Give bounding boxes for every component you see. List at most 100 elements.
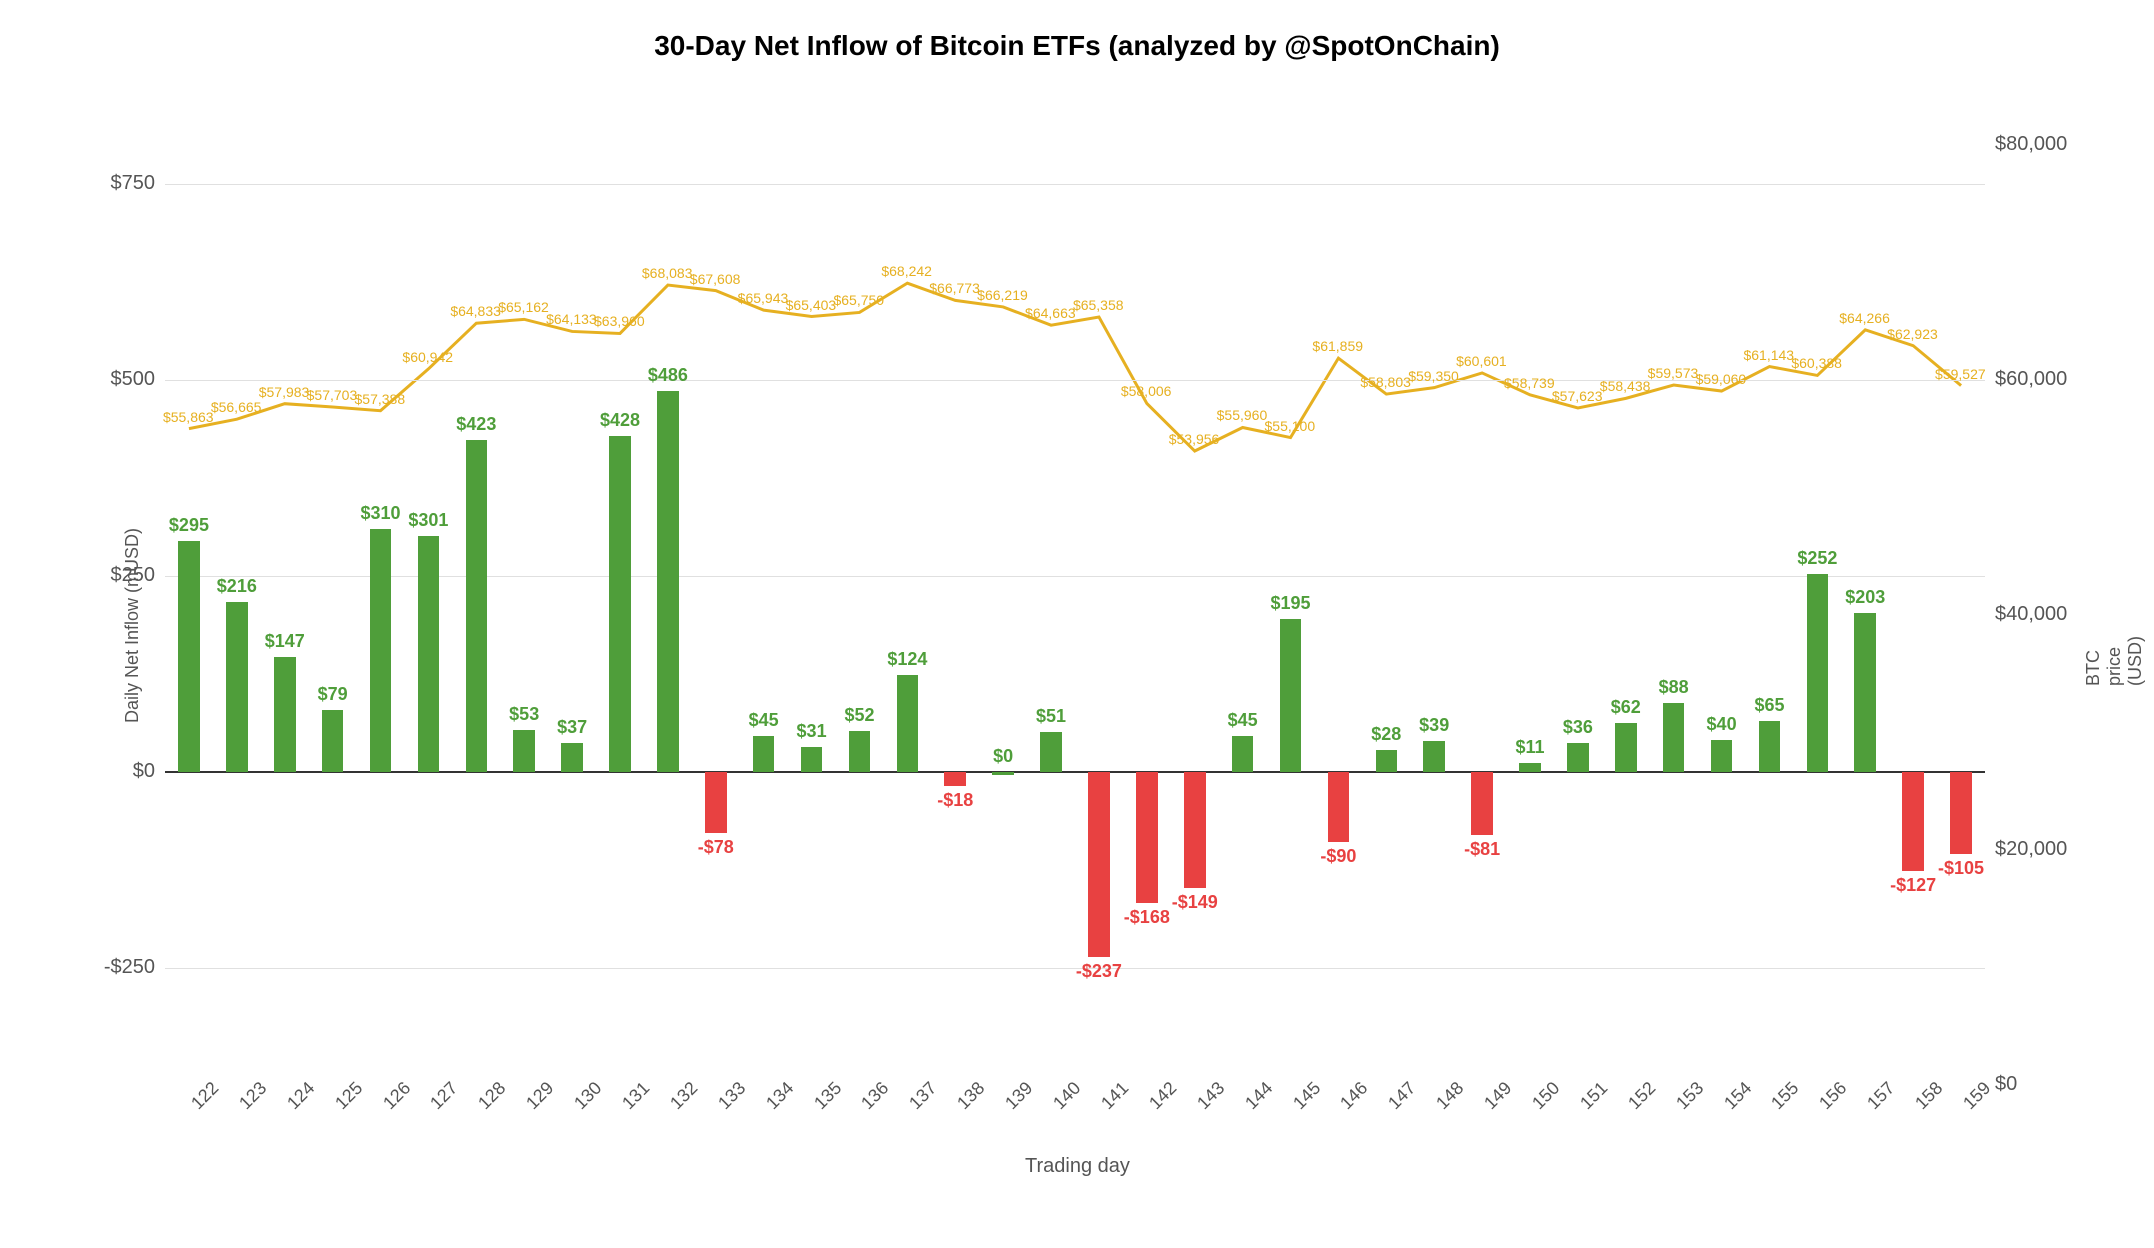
bar-value-label: $11 — [1490, 737, 1570, 758]
y1-tick-label: $500 — [85, 368, 155, 391]
inflow-bar — [1950, 772, 1972, 854]
price-point-label: $65,162 — [498, 299, 549, 315]
bar-value-label: $40 — [1682, 714, 1762, 735]
inflow-bar — [1615, 723, 1637, 772]
chart-title: 30-Day Net Inflow of Bitcoin ETFs (analy… — [0, 30, 2154, 62]
bar-value-label: $428 — [580, 410, 660, 431]
inflow-bar — [1184, 772, 1206, 889]
grid-line — [165, 184, 1985, 185]
price-point-label: $58,006 — [1121, 383, 1172, 399]
inflow-bar — [849, 731, 871, 772]
bar-value-label: $301 — [388, 510, 468, 531]
price-point-label: $59,060 — [1696, 371, 1747, 387]
price-point-label: $58,739 — [1504, 375, 1555, 391]
price-point-label: $59,350 — [1408, 368, 1459, 384]
bar-value-label: $0 — [963, 746, 1043, 767]
price-point-label: $66,773 — [929, 280, 980, 296]
y2-axis-title: BTC price (USD) — [2083, 607, 2146, 686]
price-point-label: $58,438 — [1600, 378, 1651, 394]
y1-tick-label: $250 — [85, 564, 155, 587]
inflow-bar — [226, 602, 248, 771]
bar-value-label: $62 — [1586, 697, 1666, 718]
price-point-label: $65,943 — [738, 290, 789, 306]
inflow-bar — [1136, 772, 1158, 904]
bar-value-label: $37 — [532, 717, 612, 738]
bar-value-label: -$81 — [1442, 839, 1522, 860]
price-point-label: $64,833 — [450, 303, 501, 319]
price-point-label: $59,527 — [1935, 366, 1986, 382]
inflow-bar — [1471, 772, 1493, 835]
bar-value-label: -$237 — [1059, 961, 1139, 982]
price-point-label: $64,663 — [1025, 305, 1076, 321]
y2-tick-label: $60,000 — [1995, 368, 2085, 391]
inflow-bar — [1280, 619, 1302, 772]
y2-tick-label: $20,000 — [1995, 838, 2085, 861]
y2-tick-label: $80,000 — [1995, 133, 2085, 156]
bar-value-label: $216 — [197, 576, 277, 597]
price-point-label: $64,266 — [1839, 310, 1890, 326]
price-point-label: $61,859 — [1312, 338, 1363, 354]
bar-value-label: $295 — [149, 515, 229, 536]
bar-value-label: $252 — [1777, 548, 1857, 569]
bar-value-label: $124 — [867, 649, 947, 670]
price-point-label: $60,942 — [402, 349, 453, 365]
y1-tick-label: $0 — [85, 760, 155, 783]
price-point-label: $55,100 — [1265, 418, 1316, 434]
price-point-label: $55,863 — [163, 409, 214, 425]
price-point-label: $57,388 — [355, 391, 406, 407]
bar-value-label: -$78 — [676, 837, 756, 858]
inflow-bar — [561, 743, 583, 772]
bar-value-label: $45 — [1203, 710, 1283, 731]
inflow-bar — [1854, 613, 1876, 772]
y2-tick-label: $40,000 — [1995, 603, 2085, 626]
bar-value-label: $52 — [819, 705, 899, 726]
price-point-label: $64,133 — [546, 311, 597, 327]
y1-axis-title: Daily Net Inflow (mUSD) — [122, 528, 143, 723]
price-point-label: $68,242 — [881, 263, 932, 279]
inflow-bar — [1902, 772, 1924, 871]
price-point-label: $59,573 — [1648, 365, 1699, 381]
inflow-bar — [1423, 741, 1445, 772]
bar-value-label: $51 — [1011, 706, 1091, 727]
inflow-bar — [1519, 763, 1541, 772]
price-point-label: $53,956 — [1169, 431, 1220, 447]
bar-value-label: $486 — [628, 365, 708, 386]
bar-value-label: $36 — [1538, 717, 1618, 738]
bar-value-label: $195 — [1251, 593, 1331, 614]
bar-value-label: -$105 — [1921, 858, 2001, 879]
inflow-bar — [1088, 772, 1110, 958]
plot-area: -$250$0$250$500$750$0$20,000$40,000$60,0… — [165, 145, 1985, 1085]
inflow-bar — [944, 772, 966, 786]
y1-tick-label: $750 — [85, 172, 155, 195]
inflow-bar — [178, 541, 200, 772]
price-point-label: $57,623 — [1552, 388, 1603, 404]
price-point-label: $60,601 — [1456, 353, 1507, 369]
bar-value-label: $88 — [1634, 677, 1714, 698]
price-point-label: $63,960 — [594, 313, 645, 329]
bar-value-label: -$90 — [1298, 846, 1378, 867]
price-point-label: $58,803 — [1360, 374, 1411, 390]
inflow-bar — [1376, 750, 1398, 772]
price-point-label: $57,703 — [307, 387, 358, 403]
bar-value-label: $147 — [245, 631, 325, 652]
price-point-label: $55,960 — [1217, 407, 1268, 423]
inflow-bar — [1328, 772, 1350, 843]
price-point-label: $60,388 — [1791, 355, 1842, 371]
price-point-label: $65,358 — [1073, 297, 1124, 313]
y1-tick-label: -$250 — [85, 956, 155, 979]
inflow-bar — [370, 529, 392, 772]
inflow-bar — [274, 657, 296, 772]
inflow-bar — [1663, 703, 1685, 772]
bar-value-label: $79 — [293, 684, 373, 705]
bar-value-label: -$18 — [915, 790, 995, 811]
price-point-label: $65,750 — [833, 292, 884, 308]
inflow-bar — [418, 536, 440, 772]
price-point-label: $67,608 — [690, 271, 741, 287]
y2-tick-label: $0 — [1995, 1073, 2085, 1096]
inflow-bar — [1232, 736, 1254, 771]
bar-value-label: $65 — [1729, 695, 1809, 716]
inflow-bar — [992, 772, 1014, 775]
chart-wrapper: 30-Day Net Inflow of Bitcoin ETFs (analy… — [0, 0, 2154, 1248]
price-point-label: $66,219 — [977, 287, 1028, 303]
price-point-label: $65,403 — [786, 297, 837, 313]
